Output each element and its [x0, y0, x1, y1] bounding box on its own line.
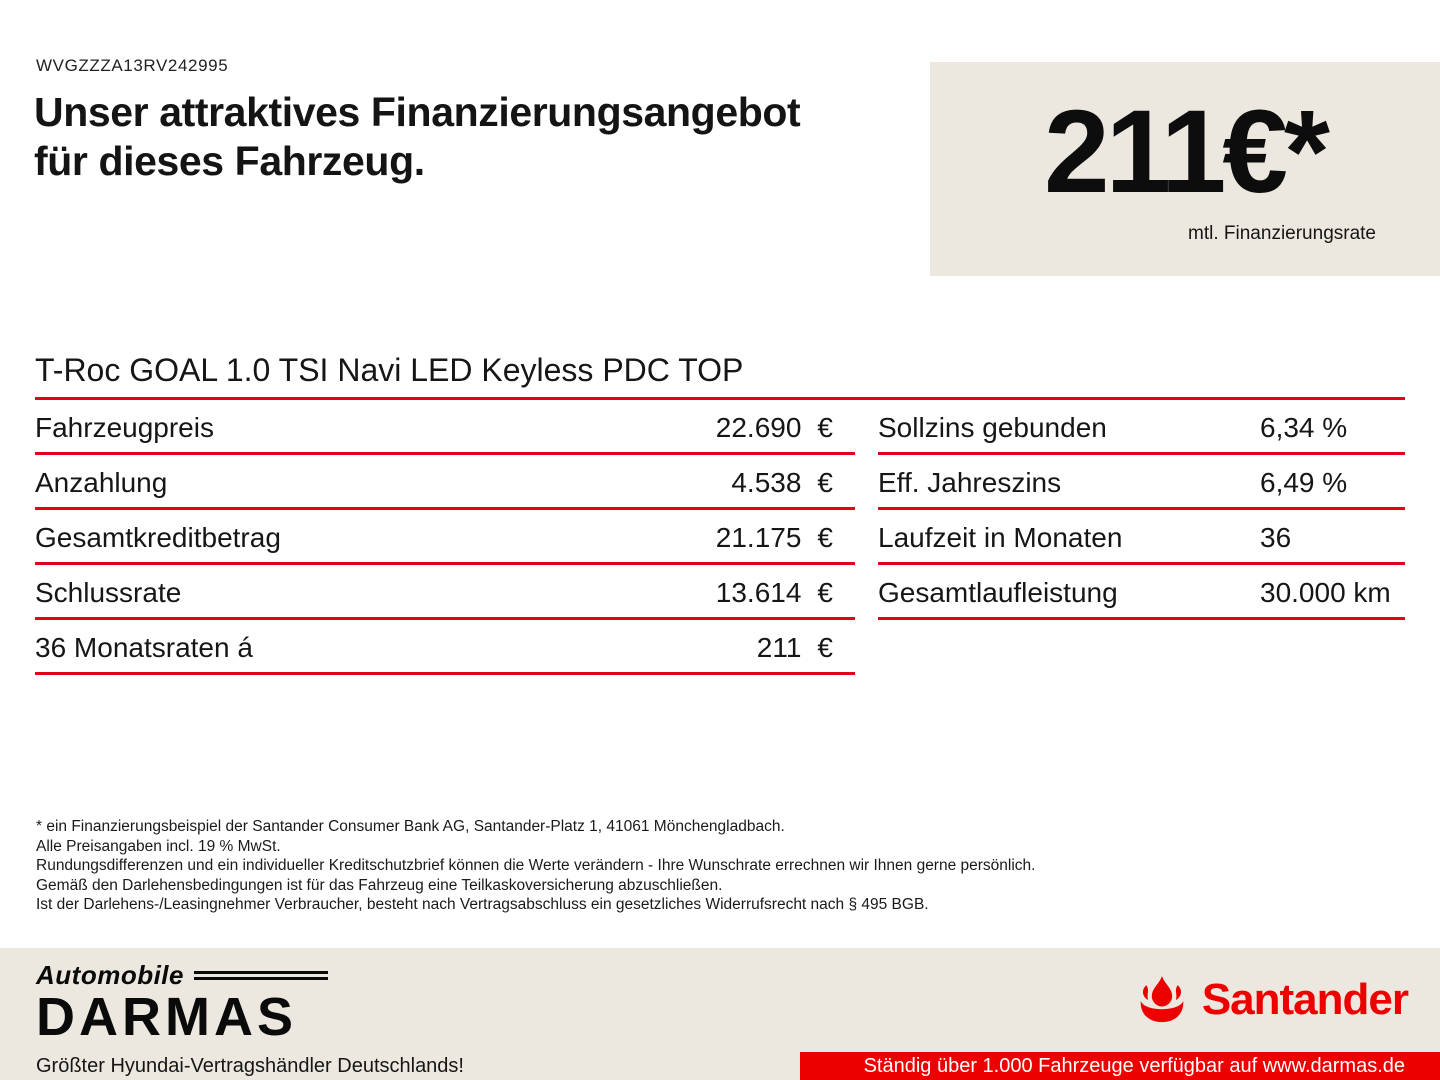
financing-label: Sollzins gebunden: [878, 412, 1107, 443]
bottom-bar-left: Größter Hyundai-Vertragshändler Deutschl…: [0, 1052, 800, 1080]
offer-section: T-Roc GOAL 1.0 TSI Navi LED Keyless PDC …: [35, 352, 1405, 675]
vehicle-title: T-Roc GOAL 1.0 TSI Navi LED Keyless PDC …: [35, 352, 1405, 400]
darmas-logo-script: Automobile: [36, 960, 184, 990]
table-row: Sollzins gebunden 6,34 %: [878, 400, 1405, 455]
table-row: 36 Monatsraten á 211 €: [35, 620, 855, 675]
darmas-logo-name: DARMAS: [36, 987, 297, 1047]
bottom-bar-left-text: Größter Hyundai-Vertragshändler Deutschl…: [36, 1054, 464, 1077]
financing-table-left-column: Fahrzeugpreis 22.690 € Anzahlung 4.538 €…: [35, 400, 855, 675]
table-row: Laufzeit in Monaten 36: [878, 510, 1405, 565]
financing-value: 6,34 %: [1260, 412, 1348, 443]
financing-label: Laufzeit in Monaten: [878, 522, 1123, 553]
financing-value: 22.690 €: [715, 412, 833, 443]
financing-table-right-column: Sollzins gebunden 6,34 % Eff. Jahreszins…: [878, 400, 1405, 675]
santander-flame-icon: [1140, 976, 1184, 1023]
santander-wordmark: Santander: [1201, 975, 1409, 1024]
bottom-bar: Größter Hyundai-Vertragshändler Deutschl…: [0, 1052, 1440, 1080]
table-row: Gesamtlaufleistung 30.000 km: [878, 565, 1405, 620]
currency-unit: €: [817, 467, 833, 498]
table-row: Eff. Jahreszins 6,49 %: [878, 455, 1405, 510]
darmas-logo: Automobile DARMAS: [36, 960, 328, 1047]
footnote-line: * ein Finanzierungsbeispiel der Santande…: [36, 818, 785, 835]
financing-value: 211 €: [756, 632, 833, 663]
table-row: Fahrzeugpreis 22.690 €: [35, 400, 855, 455]
financing-value: 30.000 km: [1260, 577, 1391, 608]
headline-line-2: für dieses Fahrzeug.: [34, 138, 425, 185]
financing-label: 36 Monatsraten á: [35, 632, 253, 663]
financing-label: Schlussrate: [35, 577, 182, 608]
financing-label: Eff. Jahreszins: [878, 467, 1062, 498]
financing-value: 13.614 €: [715, 577, 833, 608]
financing-label: Anzahlung: [35, 467, 168, 498]
footnote-line: Rundungsdifferenzen und ein individuelle…: [36, 857, 1036, 874]
financing-label: Gesamtkreditbetrag: [35, 522, 281, 553]
monthly-rate-caption: mtl. Finanzierungsrate: [1188, 223, 1376, 244]
vin-number: WVGZZZA13RV242995: [36, 56, 229, 75]
footnote-line: Alle Preisangaben incl. 19 % MwSt.: [36, 837, 281, 855]
financing-label: Fahrzeugpreis: [35, 412, 214, 443]
footnote-line: Ist der Darlehens-/Leasingnehmer Verbrau…: [36, 896, 929, 913]
financing-value: 4.538 €: [731, 467, 833, 498]
table-row: Gesamtkreditbetrag 21.175 €: [35, 510, 855, 565]
bottom-bar-right: Ständig über 1.000 Fahrzeuge verfügbar a…: [800, 1052, 1440, 1080]
footnote-line: Gemäß den Darlehensbedingungen ist für d…: [36, 876, 723, 894]
table-row: Schlussrate 13.614 €: [35, 565, 855, 620]
currency-unit: €: [817, 577, 833, 608]
monthly-rate-amount: 211€*: [1044, 86, 1330, 218]
financing-value: 36: [1260, 522, 1292, 553]
financing-label: Gesamtlaufleistung: [878, 577, 1118, 608]
financing-table: Fahrzeugpreis 22.690 € Anzahlung 4.538 €…: [35, 400, 1405, 675]
footer: Automobile DARMAS Santander: [0, 948, 1440, 1052]
bottom-bar-right-text: Ständig über 1.000 Fahrzeuge verfügbar a…: [863, 1054, 1405, 1077]
currency-unit: €: [817, 412, 833, 443]
financing-value: 6,49 %: [1260, 467, 1348, 498]
darmas-logo-lines: [194, 971, 328, 980]
footnotes: * ein Finanzierungsbeispiel der Santande…: [36, 817, 1035, 915]
financing-value: 21.175 €: [715, 522, 833, 553]
table-row: Anzahlung 4.538 €: [35, 455, 855, 510]
currency-unit: €: [817, 522, 833, 553]
headline: Unser attraktives Finanzierungsangebot f…: [34, 88, 801, 186]
headline-line-1: Unser attraktives Finanzierungsangebot: [34, 89, 801, 135]
currency-unit: €: [817, 632, 833, 663]
santander-logo: Santander: [1134, 975, 1409, 1024]
darmas-logo-script-row: Automobile: [36, 960, 328, 991]
price-badge: 211€* mtl. Finanzierungsrate: [930, 62, 1440, 276]
